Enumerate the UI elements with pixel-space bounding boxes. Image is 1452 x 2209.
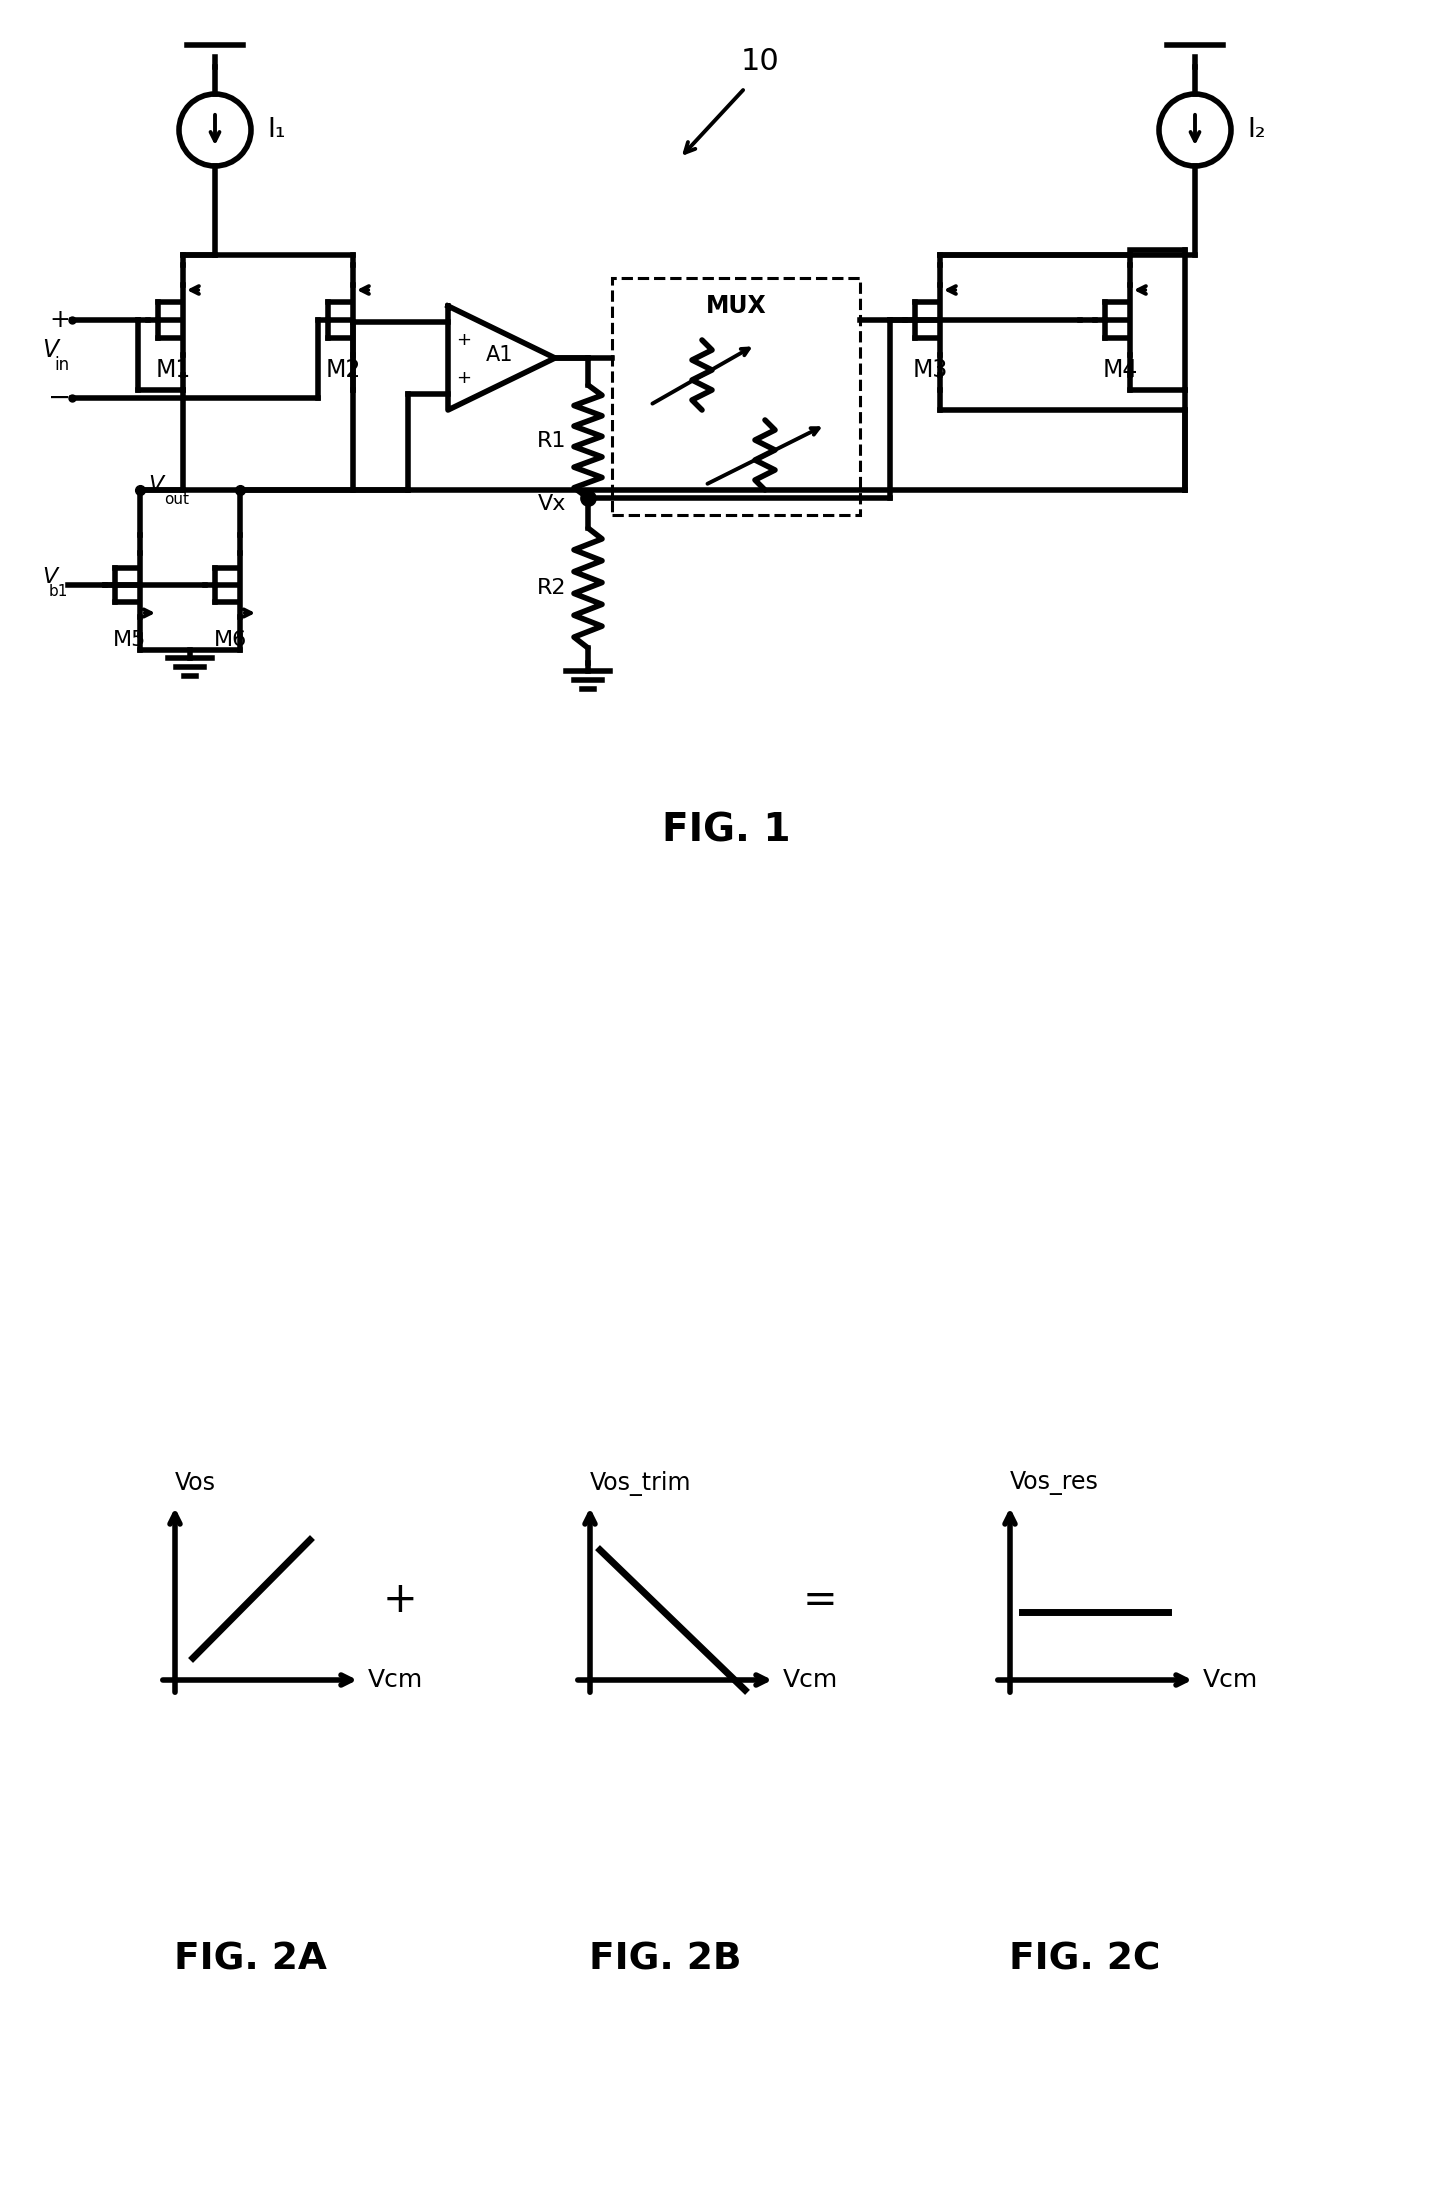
- Text: +: +: [383, 1579, 417, 1621]
- Text: M4: M4: [1102, 358, 1138, 382]
- Text: V: V: [148, 475, 163, 495]
- Text: FIG. 2C: FIG. 2C: [1009, 1942, 1160, 1977]
- Text: MUX: MUX: [706, 294, 767, 318]
- Text: R1: R1: [536, 431, 566, 451]
- Text: Vcm: Vcm: [1204, 1668, 1259, 1692]
- Text: out: out: [164, 490, 189, 506]
- Text: V: V: [42, 568, 58, 588]
- Text: FIG. 2A: FIG. 2A: [174, 1942, 327, 1977]
- Text: in: in: [54, 356, 70, 373]
- Text: I₂: I₂: [1247, 117, 1266, 144]
- Text: 10: 10: [741, 49, 780, 77]
- Text: Vos: Vos: [176, 1471, 216, 1495]
- Text: Vos_trim: Vos_trim: [590, 1471, 691, 1495]
- Text: Vx: Vx: [537, 495, 566, 515]
- Text: Vos_res: Vos_res: [1011, 1471, 1099, 1495]
- Text: +: +: [49, 307, 71, 331]
- Text: M3: M3: [912, 358, 948, 382]
- Text: −: −: [48, 384, 71, 413]
- Text: +: +: [456, 331, 470, 349]
- Text: R2: R2: [536, 579, 566, 599]
- Text: M6: M6: [213, 630, 247, 649]
- Text: V: V: [42, 338, 58, 362]
- Text: Vcm: Vcm: [783, 1668, 838, 1692]
- Text: M2: M2: [325, 358, 360, 382]
- Text: Vcm: Vcm: [367, 1668, 423, 1692]
- Text: M1: M1: [155, 358, 190, 382]
- Text: +: +: [456, 369, 470, 387]
- Text: I₁: I₁: [267, 117, 286, 144]
- Text: =: =: [803, 1579, 838, 1621]
- Text: FIG. 1: FIG. 1: [662, 811, 790, 848]
- Text: A1: A1: [486, 345, 514, 364]
- Bar: [611, 278, 860, 515]
- Text: FIG. 2B: FIG. 2B: [588, 1942, 742, 1977]
- Text: b1: b1: [48, 583, 68, 599]
- Text: M5: M5: [113, 630, 147, 649]
